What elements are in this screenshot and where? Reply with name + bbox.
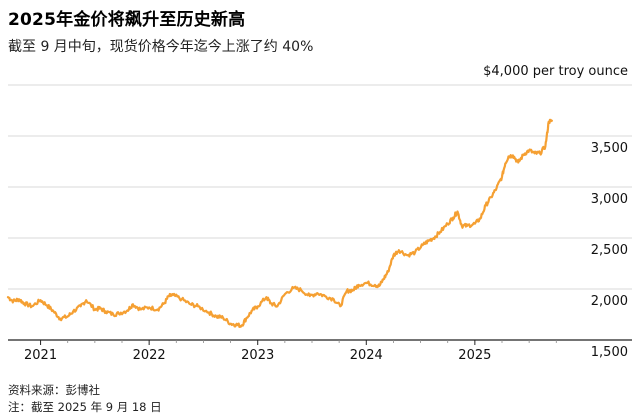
y-axis-top-label: $4,000 per troy ounce bbox=[483, 64, 628, 79]
x-tick-label: 2023 bbox=[241, 348, 274, 363]
y-tick-label: 3,500 bbox=[591, 141, 628, 156]
x-tick-label: 2025 bbox=[458, 348, 491, 363]
y-tick-label: 1,500 bbox=[591, 345, 628, 360]
x-tick-label: 2022 bbox=[133, 348, 166, 363]
y-tick-label: 3,000 bbox=[591, 192, 628, 207]
y-tick-label: 2,500 bbox=[591, 243, 628, 258]
chart-subtitle: 截至 9 月中旬，现货价格今年迄今上涨了约 40% bbox=[8, 39, 314, 55]
price-series-line bbox=[6, 118, 554, 328]
x-tick-label: 2021 bbox=[24, 348, 57, 363]
y-tick-label: 2,000 bbox=[591, 294, 628, 309]
source-note: 资料来源：彭博社 bbox=[8, 383, 100, 397]
date-note: 注：截至 2025 年 9 月 18 日 bbox=[8, 400, 162, 414]
x-tick-label: 2024 bbox=[350, 348, 383, 363]
chart-title: 2025年金价将飙升至历史新高 bbox=[8, 10, 246, 30]
